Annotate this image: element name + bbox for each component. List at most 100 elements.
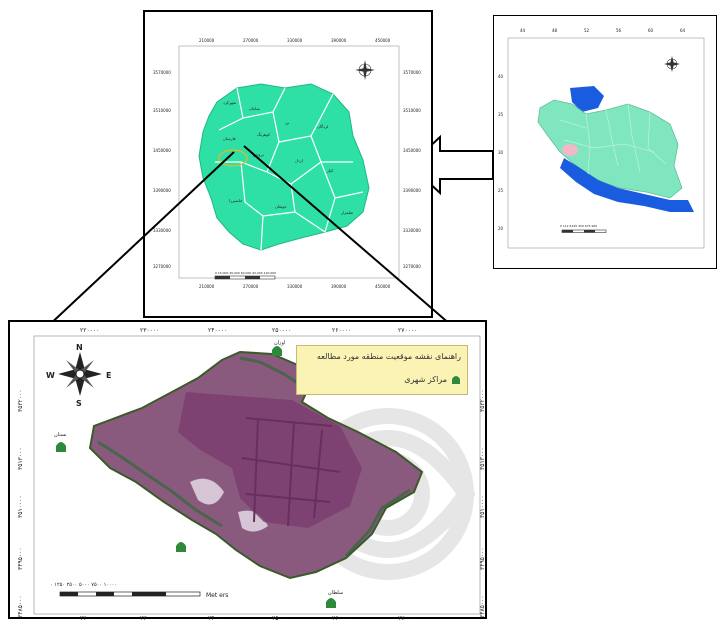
iran-lon-tick: 44 <box>520 28 526 33</box>
province-land <box>198 83 370 251</box>
compass-w: W <box>46 371 55 380</box>
study-right-tick: ۳۴۸۵۰۰۰ <box>479 595 486 618</box>
scale-numbers: ۰ ۱۲۵۰ ۲۵۰۰ ۵۰۰۰ ۷۵۰۰ ۱۰۰۰۰ <box>50 582 117 588</box>
county-label: کوهرنگ <box>257 132 270 137</box>
county-label: فارسان <box>223 136 236 141</box>
raster-light-areas <box>190 478 268 532</box>
compass-n: N <box>76 343 83 352</box>
county-label: لردگان <box>317 124 328 129</box>
study-right-tick: ۳۵۱۳۰۰۰ <box>479 447 486 470</box>
province-north-arrow-icon <box>355 60 375 80</box>
study-bottom-tick: ۲۶۰۰۰۰ <box>332 615 351 621</box>
city-marker-icon <box>326 598 336 608</box>
prov-right-tick: 3270000 <box>403 264 421 269</box>
study-right-tick: ۳۴۹۵۰۰۰ <box>479 547 486 570</box>
study-top-tick: ۲۴۰۰۰۰ <box>208 327 227 334</box>
prov-left-tick: 3390000 <box>153 188 171 193</box>
study-bottom-tick: ۲۵۰۰۰۰ <box>272 615 291 621</box>
study-left-tick: ۳۴۹۵۰۰۰ <box>17 547 24 570</box>
province-map-svg: 210000 270000 330000 390000 450000 21000… <box>153 38 421 289</box>
prov-top-tick: 270000 <box>243 38 259 43</box>
caspian-sea <box>570 86 604 112</box>
study-top-tick: ۲۳۰۰۰۰ <box>140 327 159 334</box>
iran-lon-tick: 64 <box>680 28 686 33</box>
study-bottom-tick: ۲۳۰۰۰۰ <box>140 615 159 621</box>
city-label: بستان <box>54 432 67 438</box>
study-left-tick: ۳۴۸۵۰۰۰ <box>17 595 24 618</box>
legend-item: مراکز شهری <box>404 374 461 384</box>
prov-left-tick: 3510000 <box>153 108 171 113</box>
prov-right-tick: 3510000 <box>403 108 421 113</box>
mosque-icon <box>452 376 460 384</box>
iran-lon-tick: 52 <box>584 28 590 33</box>
iran-lat-tick: 25 <box>498 188 504 193</box>
prov-bottom-tick: 270000 <box>243 284 259 289</box>
prov-top-tick: 330000 <box>287 38 303 43</box>
prov-bottom-tick: 330000 <box>287 284 303 289</box>
scale-unit: Met ers <box>206 592 228 599</box>
study-top-tick: ۲۲۰۰۰۰ <box>80 327 99 334</box>
iran-lat-tick: 20 <box>498 226 504 231</box>
study-left-tick: ۳۵۱۰۰۰۰ <box>17 495 24 518</box>
prov-left-tick: 3270000 <box>153 264 171 269</box>
city-label: اوزان <box>274 340 285 346</box>
prov-left-tick: 3330000 <box>153 228 171 233</box>
prov-right-tick: 3390000 <box>403 188 421 193</box>
province-map: 210000 270000 330000 390000 450000 21000… <box>143 10 433 318</box>
iran-north-arrow-icon <box>664 56 680 72</box>
compass-rose-icon: N S E W <box>46 343 111 408</box>
prov-bottom-tick: 210000 <box>199 284 215 289</box>
iran-scale-text: 0 112.5225 450 675 900 <box>560 224 597 228</box>
city-marker-icon <box>272 346 282 356</box>
prov-right-tick: 3450000 <box>403 148 421 153</box>
iran-province-lines <box>559 103 667 175</box>
prov-left-tick: 3570000 <box>153 70 171 75</box>
prov-right-tick: 3330000 <box>403 228 421 233</box>
county-label: اردل <box>295 158 303 163</box>
county-label: کیار <box>326 168 333 173</box>
iran-lon-tick: 60 <box>648 28 654 33</box>
raster-grid-lines <box>241 417 341 527</box>
prov-top-tick: 210000 <box>199 38 215 43</box>
study-right-tick: ۳۵۱۰۰۰۰ <box>479 495 486 518</box>
prov-top-tick: 450000 <box>375 38 391 43</box>
county-label: بن <box>285 120 289 125</box>
prov-right-tick: 3570000 <box>403 70 421 75</box>
county-label: خانمیرزا <box>229 198 243 203</box>
map-legend: راهنمای نقشه موقعیت منطقه مورد مطالعه مر… <box>296 345 468 395</box>
study-left-tick: ۳۵۱۳۰۰۰ <box>17 447 24 470</box>
province-scale-text: 0 15,000 30,000 60,000 90,000 120,000 <box>215 271 276 275</box>
study-right-tick: ۳۵۳۲۰۰۰ <box>479 389 486 412</box>
iran-lat-tick: 30 <box>498 150 504 155</box>
iran-lat-tick: 35 <box>498 112 504 117</box>
scale-bar <box>59 591 201 597</box>
iran-lon-tick: 48 <box>552 28 558 33</box>
city-label: سلطان <box>328 590 343 596</box>
compass-e: E <box>106 371 111 380</box>
study-left-tick: ۳۵۳۲۰۰۰ <box>17 389 24 412</box>
iran-lat-tick: 40 <box>498 74 504 79</box>
iran-lon-tick: 56 <box>616 28 622 33</box>
legend-item-label: مراکز شهری <box>404 374 447 384</box>
study-top-tick: ۲۵۰۰۰۰ <box>272 327 291 334</box>
county-label: سامان <box>249 106 261 111</box>
city-marker-icon <box>176 542 186 552</box>
iran-map-svg: 44 48 52 56 60 64 40 35 30 25 20 0 112.5… <box>498 28 705 249</box>
study-bottom-tick: ۲۴۰۰۰۰ <box>208 615 227 621</box>
study-top-tick: ۲۷۰۰۰۰ <box>398 327 417 334</box>
raster-vegetation <box>97 356 411 558</box>
study-bottom-tick: ۲۷۰۰۰۰ <box>398 615 417 621</box>
county-label: بروجن <box>253 152 264 157</box>
iran-overview-map: 44 48 52 56 60 64 40 35 30 25 20 0 112.5… <box>493 15 717 269</box>
county-label: شهرکرد <box>223 100 237 105</box>
iran-study-area <box>562 144 578 156</box>
persian-gulf <box>560 158 694 212</box>
prov-bottom-tick: 450000 <box>375 284 391 289</box>
prov-bottom-tick: 390000 <box>331 284 347 289</box>
county-label: شلمزار <box>340 210 354 215</box>
legend-title: راهنمای نقشه موقعیت منطقه مورد مطالعه <box>316 352 461 361</box>
compass-s: S <box>76 399 82 408</box>
study-top-tick: ۲۶۰۰۰۰ <box>332 327 351 334</box>
study-bottom-tick: ۲۲۰۰۰۰ <box>80 615 99 621</box>
county-label: جونقان <box>275 204 287 209</box>
